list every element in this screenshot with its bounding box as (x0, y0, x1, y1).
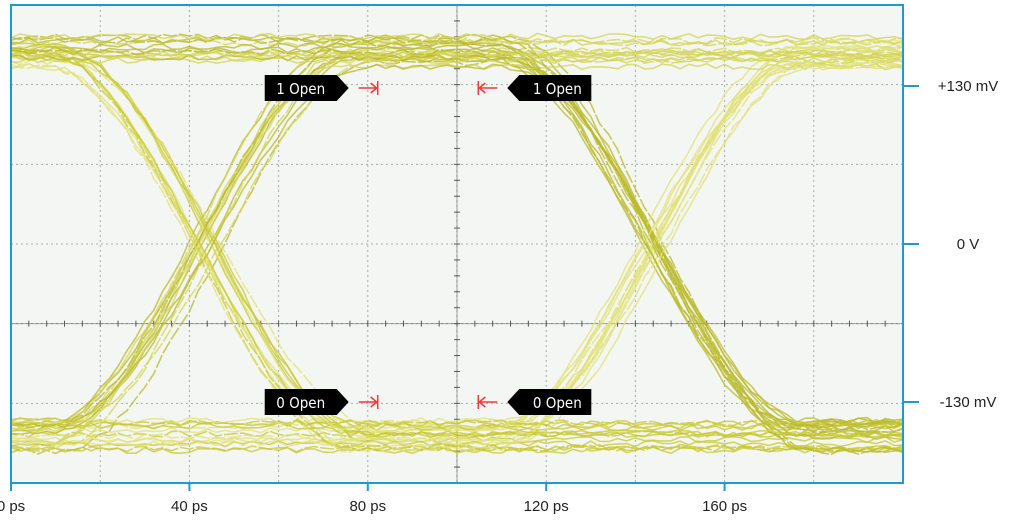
marker-box (507, 389, 592, 415)
open-marker: 0 Open (264, 389, 379, 415)
x-axis: 0 ps 40 ps 80 ps 120 ps 160 ps (0, 483, 747, 515)
marker-box (264, 389, 349, 415)
opening-arrow (358, 81, 379, 95)
marker-label: 0 Open (533, 394, 582, 412)
eye-trace (10, 61, 904, 432)
open-marker: 0 Open (477, 389, 592, 415)
eye-trace (10, 63, 904, 433)
open-marker: 1 Open (477, 75, 592, 101)
marker-label: 0 Open (276, 394, 325, 412)
marker-box (507, 75, 592, 101)
eye-trace (10, 42, 904, 425)
eye-trace (10, 62, 904, 454)
eye-trace (10, 36, 904, 425)
eye-trace (10, 38, 904, 433)
eye-trace (10, 439, 904, 448)
eye-trace (10, 52, 904, 430)
eye-trace (10, 418, 904, 427)
eye-trace (10, 60, 904, 447)
eye-trace (10, 56, 904, 425)
opening-arrow (477, 81, 498, 95)
eye-trace (10, 58, 904, 441)
opening-arrow (477, 395, 498, 409)
eye-trace (10, 50, 904, 437)
open-marker: 1 Open (264, 75, 379, 101)
eye-trace (10, 50, 904, 59)
eye-trace (10, 55, 904, 428)
y-tick-label: -130 mV (940, 394, 997, 411)
y-axis: +130 mV 0 V -130 mV (903, 78, 998, 411)
x-tick-label: 80 ps (349, 498, 386, 515)
eye-trace (10, 40, 904, 432)
eye-trace (10, 63, 904, 425)
y-tick-label: +130 mV (938, 78, 998, 95)
eye-trace (10, 32, 904, 41)
eye-trace (10, 445, 904, 453)
opening-arrow (358, 395, 379, 409)
marker-box (264, 75, 349, 101)
eye-traces (10, 32, 904, 456)
eye-trace (10, 62, 904, 433)
x-tick-label: 160 ps (702, 498, 747, 515)
x-tick-label: 0 ps (0, 498, 25, 515)
x-tick-label: 120 ps (524, 498, 569, 515)
opening-markers: 1 Open 1 Open 0 Open 0 Open (264, 75, 592, 415)
y-tick-label: 0 V (957, 236, 980, 253)
x-tick-label: 40 ps (171, 498, 208, 515)
eye-trace (10, 42, 904, 445)
eye-trace (10, 48, 904, 427)
marker-label: 1 Open (276, 80, 325, 98)
marker-label: 1 Open (533, 80, 582, 98)
